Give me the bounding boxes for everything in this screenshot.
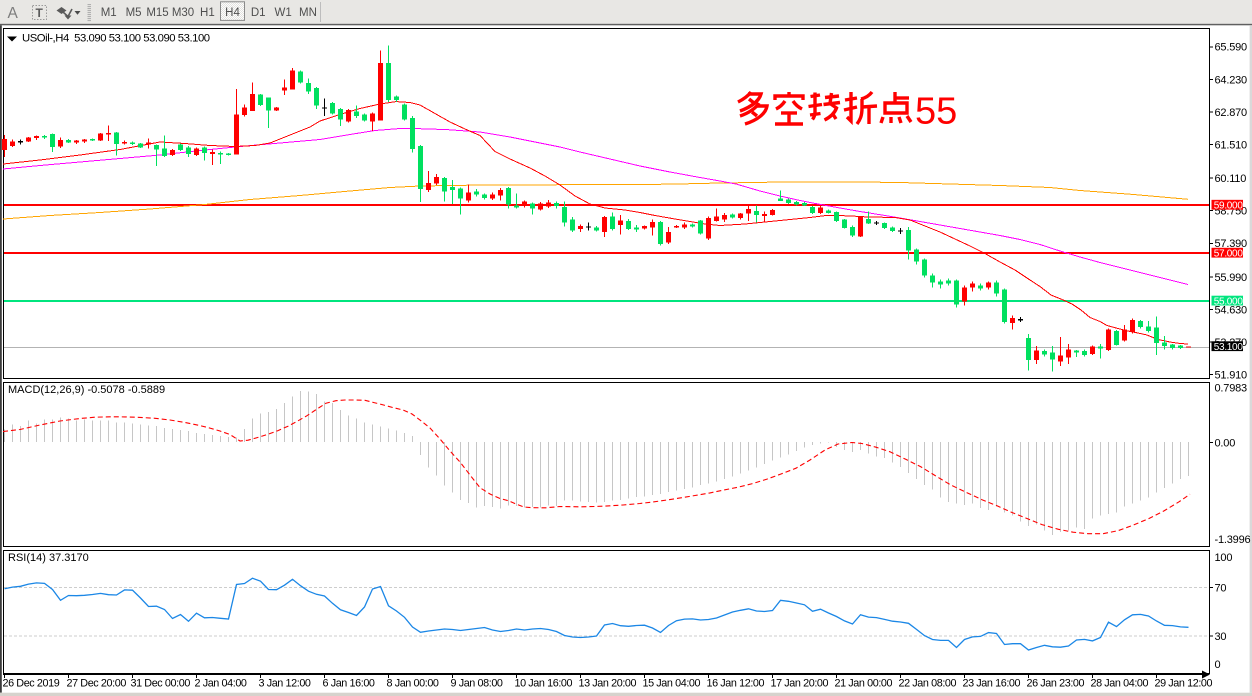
- svg-text:M30: M30: [172, 7, 194, 19]
- svg-text:57.390: 57.390: [1215, 238, 1248, 250]
- svg-text:100: 100: [1215, 552, 1233, 564]
- svg-text:55.990: 55.990: [1215, 272, 1248, 284]
- svg-text:22 Jan 08:00: 22 Jan 08:00: [899, 678, 957, 690]
- svg-text:9 Jan 08:00: 9 Jan 08:00: [451, 678, 503, 690]
- svg-text:64.230: 64.230: [1215, 74, 1248, 86]
- svg-text:T: T: [36, 6, 44, 20]
- svg-text:D1: D1: [251, 7, 266, 19]
- svg-text:27 Dec 20:00: 27 Dec 20:00: [67, 678, 127, 690]
- svg-text:51.910: 51.910: [1215, 370, 1248, 382]
- svg-text:0.7983: 0.7983: [1215, 382, 1248, 394]
- svg-text:6 Jan 16:00: 6 Jan 16:00: [323, 678, 375, 690]
- svg-text:8 Jan 00:00: 8 Jan 00:00: [387, 678, 439, 690]
- svg-text:17 Jan 20:00: 17 Jan 20:00: [771, 678, 829, 690]
- svg-text:54.630: 54.630: [1215, 304, 1248, 316]
- svg-text:M5: M5: [126, 7, 142, 19]
- svg-text:M1: M1: [101, 7, 117, 19]
- svg-text:15 Jan 04:00: 15 Jan 04:00: [643, 678, 701, 690]
- svg-text:26 Dec 2019: 26 Dec 2019: [3, 678, 60, 690]
- svg-text:0.00: 0.00: [1215, 437, 1236, 449]
- svg-text:59.000: 59.000: [1214, 200, 1244, 211]
- svg-text:26 Jan 23:00: 26 Jan 23:00: [1027, 678, 1085, 690]
- svg-text:21 Jan 00:00: 21 Jan 00:00: [835, 678, 893, 690]
- svg-text:USOil-,H4 53.090 53.100 53.09: USOil-,H4 53.090 53.100 53.090 53.100: [22, 33, 210, 45]
- svg-text:55.000: 55.000: [1214, 296, 1244, 307]
- svg-text:13 Jan 20:00: 13 Jan 20:00: [579, 678, 637, 690]
- svg-text:A: A: [8, 5, 19, 22]
- svg-text:29 Jan 12:00: 29 Jan 12:00: [1155, 678, 1213, 690]
- svg-text:H1: H1: [200, 7, 215, 19]
- svg-text:10 Jan 16:00: 10 Jan 16:00: [515, 678, 573, 690]
- svg-text:3 Jan 12:00: 3 Jan 12:00: [259, 678, 311, 690]
- svg-text:M15: M15: [146, 7, 168, 19]
- svg-text:0: 0: [1215, 659, 1221, 671]
- svg-text:31 Dec 00:00: 31 Dec 00:00: [131, 678, 191, 690]
- svg-text:53.100: 53.100: [1214, 342, 1244, 353]
- svg-text:RSI(14) 37.3170: RSI(14) 37.3170: [8, 552, 89, 564]
- svg-text:70: 70: [1215, 582, 1227, 594]
- svg-text:57.000: 57.000: [1214, 248, 1244, 259]
- svg-text:62.870: 62.870: [1215, 107, 1248, 119]
- svg-text:MACD(12,26,9) -0.5078 -0.5889: MACD(12,26,9) -0.5078 -0.5889: [8, 384, 165, 396]
- svg-text:61.510: 61.510: [1215, 140, 1248, 152]
- svg-text:28 Jan 04:00: 28 Jan 04:00: [1091, 678, 1149, 690]
- svg-text:-1.3996: -1.3996: [1215, 534, 1251, 546]
- svg-text:23 Jan 16:00: 23 Jan 16:00: [963, 678, 1021, 690]
- svg-text:2 Jan 04:00: 2 Jan 04:00: [195, 678, 247, 690]
- svg-text:55: 55: [915, 91, 957, 133]
- svg-text:30: 30: [1215, 631, 1227, 643]
- svg-text:W1: W1: [274, 7, 291, 19]
- svg-text:65.590: 65.590: [1215, 42, 1248, 54]
- svg-text:MN: MN: [299, 7, 317, 19]
- svg-text:H4: H4: [225, 7, 240, 19]
- svg-text:16 Jan 12:00: 16 Jan 12:00: [707, 678, 765, 690]
- svg-text:60.110: 60.110: [1215, 173, 1247, 185]
